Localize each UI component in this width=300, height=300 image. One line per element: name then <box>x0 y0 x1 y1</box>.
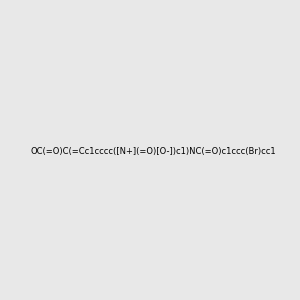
Text: OC(=O)C(=Cc1cccc([N+](=O)[O-])c1)NC(=O)c1ccc(Br)cc1: OC(=O)C(=Cc1cccc([N+](=O)[O-])c1)NC(=O)c… <box>31 147 277 156</box>
